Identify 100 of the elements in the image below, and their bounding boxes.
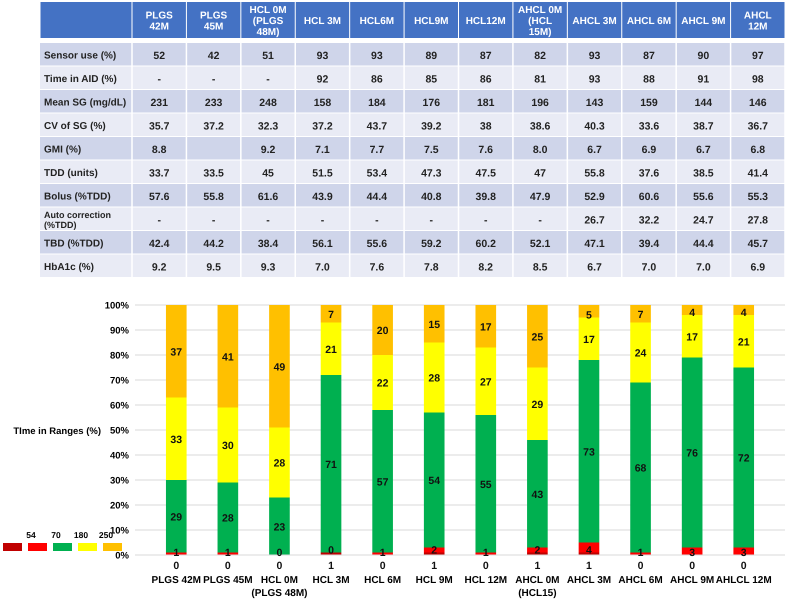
- data-label: 20: [376, 325, 389, 337]
- data-label: 24: [634, 348, 647, 360]
- text: 44.2: [203, 238, 224, 250]
- data-label: 71: [325, 458, 338, 471]
- text: 7.7: [370, 144, 384, 156]
- data-label: 1: [534, 560, 540, 572]
- text: 7.0: [315, 261, 330, 274]
- bar: [475, 348, 496, 415]
- text: 47.1: [584, 238, 605, 250]
- data-label: 1: [638, 547, 644, 559]
- category-label: Mean SG (mg/dL): [44, 97, 126, 108]
- text: 33.7: [148, 167, 170, 180]
- text: 52: [153, 50, 166, 62]
- category-label: TDD (units): [44, 168, 98, 179]
- text: 40.3: [584, 120, 605, 132]
- text: -: [212, 73, 216, 86]
- category-label: AHCL 6M: [626, 16, 672, 27]
- text: 82: [534, 50, 546, 62]
- x-tick-label: AHCL 9M: [670, 575, 714, 586]
- bar: [578, 542, 600, 552]
- data-label: 0: [380, 560, 386, 572]
- bar: [578, 305, 600, 318]
- text: 143: [586, 96, 604, 109]
- data-label: 27: [480, 376, 492, 388]
- text: 184: [368, 96, 386, 109]
- data-label: 28: [222, 512, 234, 524]
- category-label: AHCL 0M (HCL 15M): [518, 5, 562, 38]
- text: 6.7: [587, 144, 602, 156]
- category-label: GMI (%): [44, 144, 82, 156]
- bar: [527, 440, 548, 548]
- text: 59.2: [421, 238, 442, 250]
- text: 180: [74, 530, 88, 540]
- text: 7.6: [370, 261, 384, 274]
- data-label: 17: [686, 331, 698, 344]
- text: 93: [371, 50, 383, 62]
- text: 37.2: [312, 120, 333, 132]
- text: 146: [749, 96, 767, 109]
- text: 40.8: [421, 190, 442, 203]
- text: 90: [698, 50, 710, 62]
- bar: [733, 368, 754, 548]
- data-label: 2: [431, 544, 438, 556]
- text: 93: [588, 50, 600, 62]
- data-label: 1: [431, 560, 438, 572]
- bar: [630, 305, 651, 322]
- y-tick-label: 90%: [110, 326, 130, 336]
- text: 6.9: [750, 261, 766, 274]
- text: 98: [752, 73, 764, 86]
- text: 196: [531, 96, 549, 109]
- data-label: 4: [740, 307, 747, 319]
- y-tick-label: 80%: [110, 350, 130, 362]
- data-label: 15: [428, 318, 440, 331]
- data-label: 1: [482, 547, 489, 559]
- data-label: 0: [173, 560, 180, 572]
- text: 53.4: [366, 167, 388, 180]
- category-label: HCL9M: [414, 16, 449, 27]
- text: 9.2: [260, 144, 276, 156]
- data-label: 72: [738, 452, 750, 464]
- text: 55.6: [366, 238, 388, 250]
- data-label: 17: [583, 334, 595, 346]
- text: 37.2: [203, 120, 224, 132]
- data-label: 37: [170, 346, 182, 358]
- category-label: AHCL 9M: [681, 16, 726, 27]
- data-label: 0: [276, 560, 283, 572]
- bar: [682, 315, 702, 358]
- data-label: 73: [583, 446, 595, 458]
- category-label: AHCL 3M: [572, 16, 617, 27]
- text: 38.7: [693, 120, 714, 132]
- data-label: 68: [634, 462, 647, 474]
- text: 38: [480, 120, 492, 132]
- bar: [269, 428, 290, 498]
- category-label: Sensor use (%): [44, 50, 116, 62]
- text: 6.8: [750, 144, 766, 156]
- text: 47.3: [421, 167, 442, 180]
- text: 8.2: [478, 261, 494, 274]
- x-tick-label: AHCL 6M: [618, 575, 663, 586]
- bar: [269, 498, 290, 555]
- text: 32.3: [258, 120, 278, 132]
- text: 55.6: [693, 190, 714, 203]
- data-label: 1: [328, 560, 334, 572]
- bar: [424, 412, 445, 548]
- data-label: 54: [428, 475, 440, 487]
- text: 45: [262, 167, 274, 180]
- text: 9.2: [152, 261, 167, 274]
- bar: [320, 322, 342, 375]
- text: 57.6: [148, 190, 170, 203]
- bar: [218, 305, 238, 408]
- data-label: 21: [738, 336, 750, 348]
- category-label: HCL6M: [360, 16, 394, 27]
- text: 250: [98, 530, 114, 540]
- data-label: 7: [638, 308, 644, 321]
- data-label: 7: [328, 308, 334, 321]
- text: 97: [752, 50, 764, 62]
- bar: [218, 408, 238, 482]
- data-label: 25: [532, 331, 544, 344]
- category-label: HCL 0M (PLGS 48M): [250, 5, 287, 38]
- text: 55.8: [203, 190, 224, 203]
- y-tick-label: 60%: [110, 400, 130, 412]
- bar: [475, 305, 496, 348]
- text: 70: [51, 530, 61, 540]
- category-label: PLGS 45M: [200, 10, 228, 32]
